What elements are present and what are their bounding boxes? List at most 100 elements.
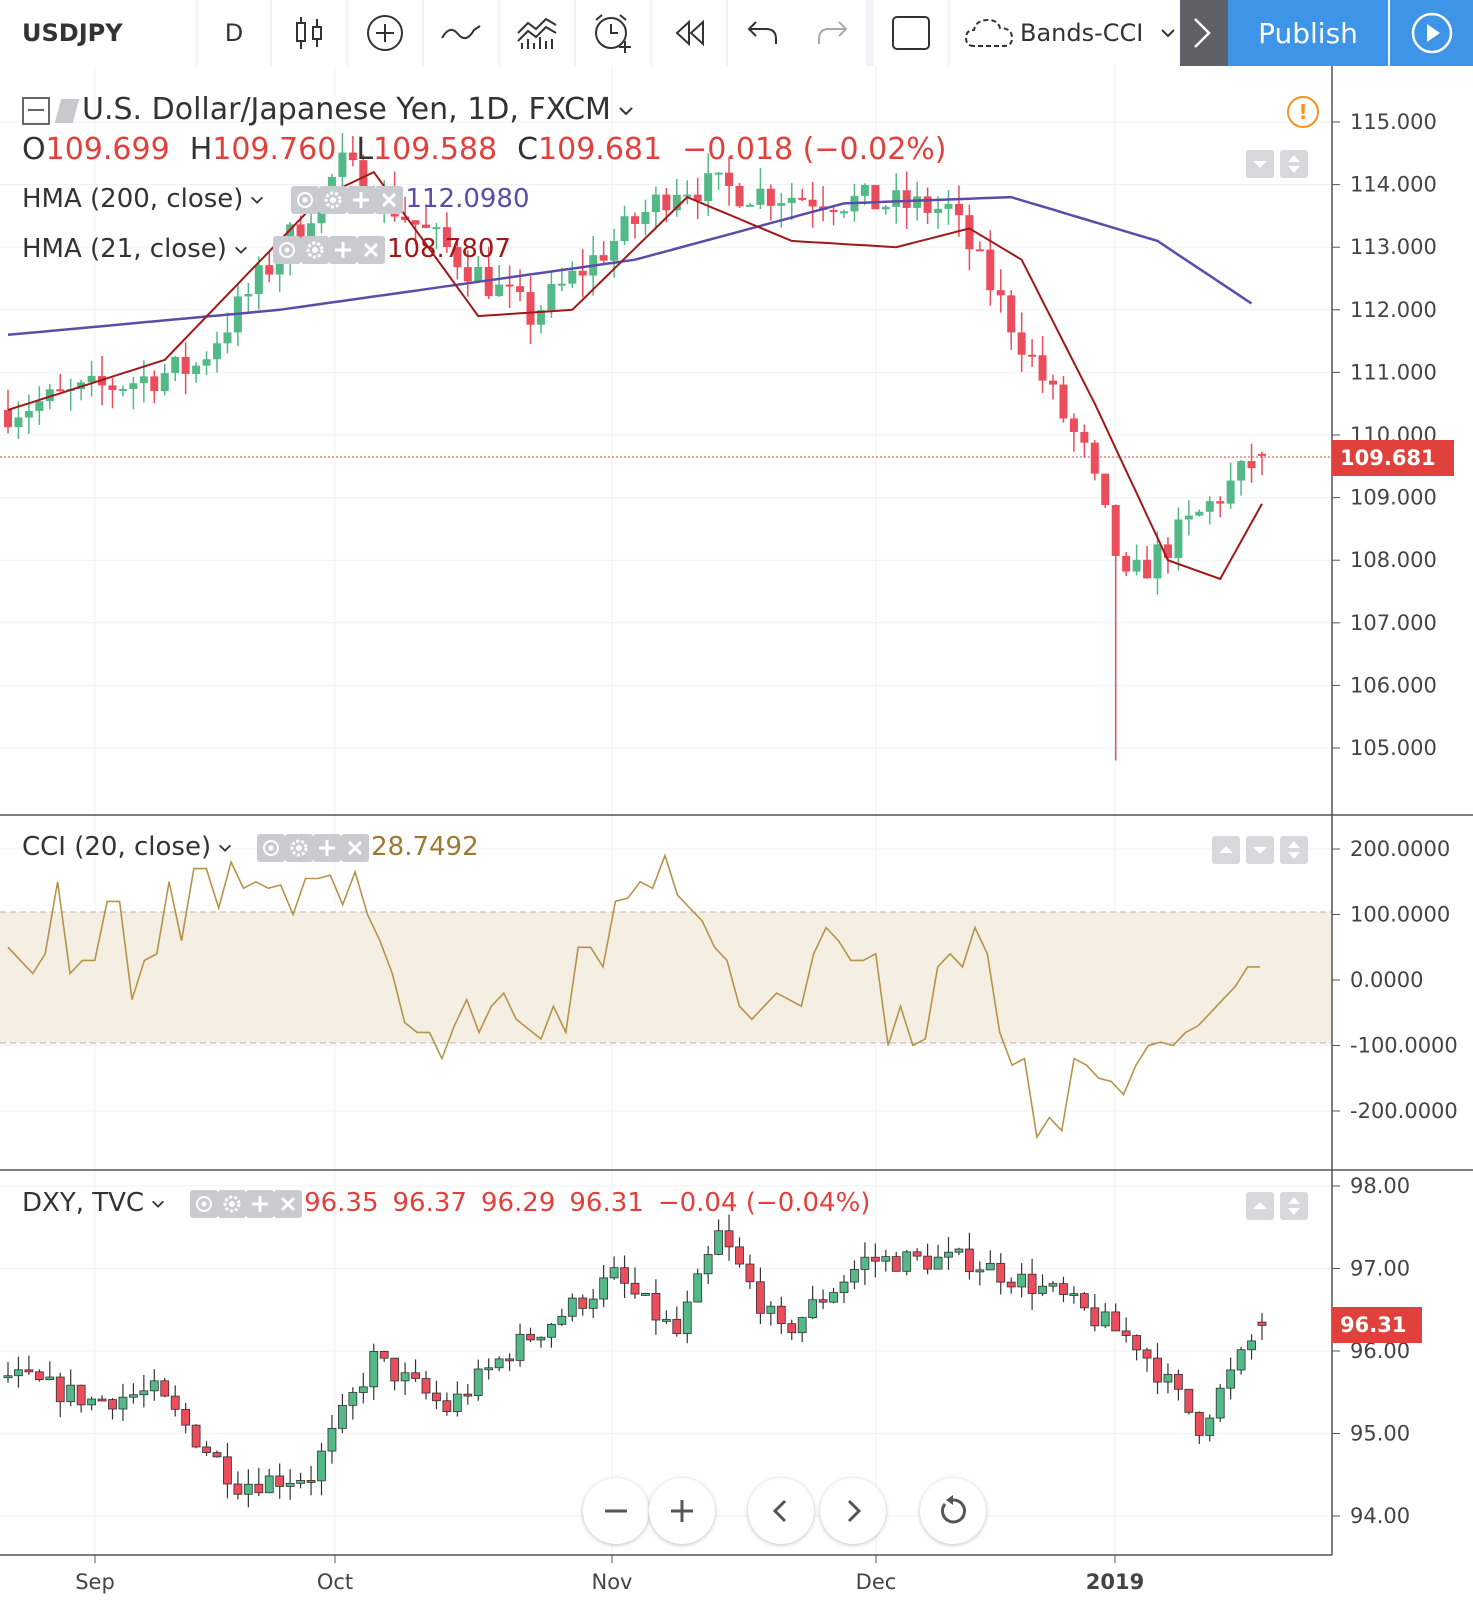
publish-button[interactable]: Publish <box>1228 0 1388 66</box>
dxy-candle <box>149 1369 159 1401</box>
scroll-right-button[interactable] <box>820 1478 886 1544</box>
add-icon[interactable] <box>313 833 342 862</box>
redo-icon[interactable] <box>815 18 849 48</box>
chart-canvas[interactable]: 115.000114.000113.000112.000111.000110.0… <box>0 66 1473 1621</box>
pane-move-down-button[interactable] <box>1246 836 1274 864</box>
chevron-down-icon[interactable] <box>217 842 233 854</box>
usdjpy-candle <box>192 362 201 383</box>
visibility-icon[interactable] <box>291 185 320 214</box>
indicators-button[interactable] <box>424 0 498 66</box>
rectangle-icon <box>892 16 930 50</box>
candle-body <box>233 1483 243 1495</box>
pane-move-up-button[interactable] <box>1212 836 1240 864</box>
usdjpy-candle <box>56 374 65 392</box>
dxy-candle <box>191 1424 201 1449</box>
hma200-label[interactable]: HMA (200, close) <box>22 184 244 214</box>
chevron-down-icon[interactable] <box>150 1198 166 1210</box>
candle-body <box>610 241 619 261</box>
candle-body <box>307 223 316 238</box>
candle-body <box>913 196 922 208</box>
undo-icon[interactable] <box>746 18 780 48</box>
layout-template-button[interactable]: Bands-CCI <box>950 0 1180 66</box>
interval-button[interactable]: D <box>198 0 270 66</box>
close-icon[interactable] <box>274 1189 303 1218</box>
candle-body <box>1258 453 1266 456</box>
warning-icon[interactable]: ! <box>1287 96 1319 128</box>
zoom-in-button[interactable] <box>649 1478 715 1544</box>
fullscreen-button[interactable] <box>874 0 948 66</box>
candle-body <box>850 1269 859 1283</box>
reset-chart-button[interactable] <box>920 1478 986 1544</box>
cci-label[interactable]: CCI (20, close) <box>22 832 212 862</box>
visibility-icon[interactable] <box>272 235 301 264</box>
dxy-candle <box>996 1253 1006 1295</box>
alert-button[interactable] <box>576 0 650 66</box>
compare-button[interactable] <box>348 0 422 66</box>
dxy-candle <box>682 1290 692 1344</box>
candle-body <box>1247 461 1256 469</box>
scroll-left-button[interactable] <box>748 1478 814 1544</box>
chevron-down-icon[interactable] <box>249 194 265 206</box>
dxy-candle <box>808 1285 818 1320</box>
dxy-candle <box>829 1287 838 1304</box>
chevron-down-icon[interactable] <box>617 105 635 117</box>
settings-gear-icon[interactable] <box>300 235 329 264</box>
collapse-icon[interactable] <box>22 96 50 125</box>
candle-body <box>578 270 587 276</box>
close-icon[interactable] <box>341 833 370 862</box>
candle-body <box>818 1299 828 1303</box>
dxy-candle <box>902 1249 912 1276</box>
dxy-tick-label: 95.00 <box>1350 1422 1410 1446</box>
usdjpy-candle <box>118 385 127 397</box>
close-icon[interactable] <box>375 185 404 214</box>
dxy-candle <box>45 1361 55 1381</box>
visibility-icon[interactable] <box>190 1189 219 1218</box>
replay-button[interactable] <box>652 0 726 66</box>
chart-style-button[interactable] <box>272 0 346 66</box>
add-icon[interactable] <box>347 185 376 214</box>
zoom-out-button[interactable] <box>583 1478 649 1544</box>
pane-maximize-button[interactable] <box>1280 1192 1308 1220</box>
hma21-label[interactable]: HMA (21, close) <box>22 234 227 264</box>
pane-move-up-button[interactable] <box>1246 1192 1274 1220</box>
usdjpy-candle <box>108 378 117 409</box>
dxy-label[interactable]: DXY, TVC <box>22 1188 145 1218</box>
dxy-candle <box>432 1380 441 1410</box>
candle-body <box>108 1399 117 1410</box>
settings-gear-icon[interactable] <box>218 1189 247 1218</box>
pane-maximize-button[interactable] <box>1280 836 1308 864</box>
play-button[interactable] <box>1390 0 1473 66</box>
candle-body <box>536 1336 546 1341</box>
dxy-candle <box>1048 1280 1058 1292</box>
hma21-line <box>7 170 1263 581</box>
chevron-down-icon[interactable] <box>233 244 249 256</box>
candle-body <box>996 290 1005 296</box>
usdjpy-candle <box>526 276 535 345</box>
settings-gear-icon[interactable] <box>285 833 314 862</box>
add-icon[interactable] <box>328 235 357 264</box>
pane-maximize-button[interactable] <box>1280 150 1308 178</box>
series-title[interactable]: U.S. Dollar/Japanese Yen, 1D, FXCM <box>82 92 611 127</box>
settings-gear-icon[interactable] <box>319 185 348 214</box>
usdjpy-candle <box>954 185 963 237</box>
candle-body <box>567 1297 577 1317</box>
dxy-candle <box>923 1243 932 1275</box>
close-icon[interactable] <box>356 235 385 264</box>
financials-button[interactable] <box>500 0 574 66</box>
more-tools-button[interactable] <box>1180 0 1228 66</box>
pane-collapse-button[interactable] <box>1246 150 1274 178</box>
dxy-candle <box>1215 1384 1225 1423</box>
candle-body <box>1017 1273 1027 1288</box>
candle-body <box>505 1358 515 1362</box>
candle-body <box>254 265 263 295</box>
symbol-search-button[interactable]: USDJPY <box>0 0 196 66</box>
dxy-candle <box>578 1294 588 1316</box>
dxy-candle <box>735 1237 744 1268</box>
dxy-candle <box>881 1249 891 1272</box>
dxy-candle <box>1194 1411 1204 1444</box>
candle-body <box>1006 1281 1016 1288</box>
add-icon[interactable] <box>246 1189 275 1218</box>
candle-body <box>87 375 96 383</box>
visibility-icon[interactable] <box>257 833 286 862</box>
candle-body <box>1122 555 1131 572</box>
